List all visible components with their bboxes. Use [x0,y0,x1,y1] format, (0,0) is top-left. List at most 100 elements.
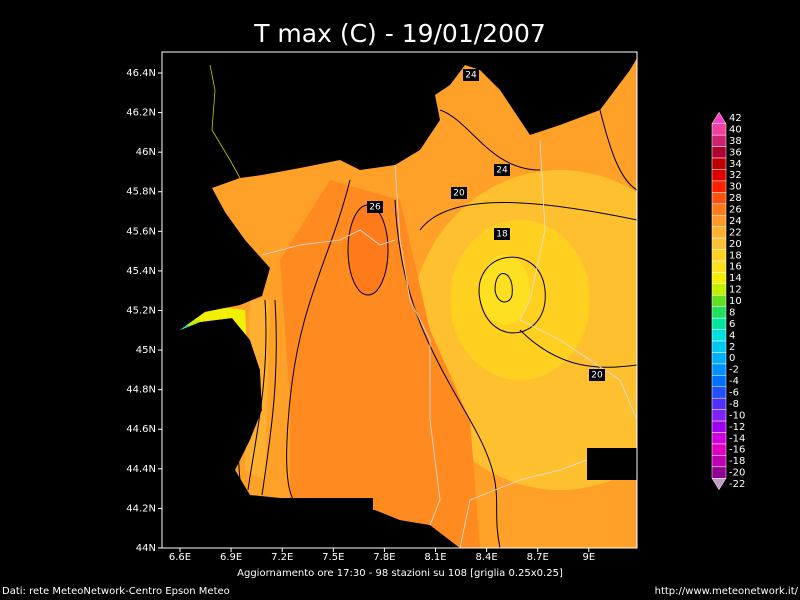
colorbar-cell [711,237,727,250]
colorbar-label: -16 [729,445,745,456]
contour-label: 24 [496,166,508,176]
contour-label-box [494,228,510,240]
x-tick-label: 8.7E [527,552,549,563]
y-tick-label: 44.6N [126,424,156,435]
colorbar-label: 6 [729,319,735,330]
contour-label-box [367,201,383,213]
colorbar-label: -12 [729,422,745,433]
colorbar-label: 22 [729,227,742,238]
y-tick-label: 44N [136,543,156,554]
contour-label-box [589,369,605,381]
title: T max (C) - 19/01/2007 [253,19,546,48]
colorbar-label: 28 [729,193,742,204]
colorbar-cell [711,329,727,342]
colorbar-cell [711,157,727,170]
update-note: Aggiornamento ore 17:30 - 98 stazioni su… [237,568,563,579]
colorbar-label: 34 [729,159,742,170]
colorbar-label: 42 [729,113,742,124]
x-tick-label: 7.2E [271,552,293,563]
colorbar-label: -4 [729,376,739,387]
contour-label-box [494,164,510,176]
colorbar-cell [711,272,727,285]
colorbar-label: -20 [729,468,745,479]
colorbar-label: 4 [729,330,735,341]
colorbar-cell [711,214,727,227]
colorbar-cell [711,352,727,365]
colorbar-cell [711,397,727,410]
colorbar-label: 26 [729,205,742,216]
colorbar-cell [711,203,727,216]
url: http://www.meteonetwork.it/ [655,586,799,597]
colorbar-cell [711,226,727,239]
colorbar-cell [711,306,727,319]
colorbar-label: -8 [729,399,739,410]
contour-label-box [463,69,479,81]
y-tick-label: 45N [136,345,156,356]
y-tick-label: 46.2N [126,108,156,119]
colorbar-label: -18 [729,456,745,467]
colorbar-cell [711,386,727,399]
colorbar-label: 40 [729,124,742,135]
map-frame [161,51,638,549]
colorbar-label: 0 [729,353,735,364]
y-tick-label: 45.6N [126,226,156,237]
colorbar-cell [711,317,727,330]
colorbar-cell [711,443,727,456]
colorbar-label: 30 [729,182,742,193]
colorbar-label: 38 [729,136,742,147]
x-tick-label: 9E [582,552,595,563]
colorbar-label: -2 [729,365,739,376]
colorbar-cell [711,363,727,376]
x-tick-label: 7.8E [373,552,395,563]
colorbar-label: 8 [729,307,735,318]
source-note: Dati: rete MeteoNetwork-Centro Epson Met… [2,586,230,597]
colorbar-label: 24 [729,216,742,227]
x-tick-label: 6.9E [220,552,242,563]
colorbar-cell [711,455,727,468]
y-tick-label: 45.8N [126,187,156,198]
contour-label: 26 [369,203,381,213]
colorbar-label: 16 [729,262,742,273]
colorbar-label: 20 [729,239,742,250]
colorbar-cell [711,192,727,205]
colorbar-cell [711,466,727,479]
colorbar-label: 2 [729,342,735,353]
contour-label: 20 [453,189,465,199]
colorbar-cell [711,180,727,193]
colorbar-label: 36 [729,147,742,158]
y-tick-label: 46N [136,147,156,158]
x-tick-label: 7.5E [322,552,344,563]
x-tick-label: 8.4E [475,552,497,563]
colorbar-cell [711,375,727,388]
colorbar-label: -22 [729,479,745,490]
colorbar-label: 12 [729,285,742,296]
colorbar-cell [711,409,727,422]
colorbar-label: -10 [729,410,745,421]
colorbar-cell [711,134,727,147]
contour-label: 20 [591,371,603,381]
y-tick-label: 46.4N [126,68,156,79]
colorbar-cell [711,340,727,353]
y-tick-label: 44.4N [126,464,156,475]
colorbar-cell [711,420,727,433]
contour-label: 24 [465,71,477,81]
x-tick-label: 8.1E [424,552,446,563]
x-tick-label: 6.6E [169,552,191,563]
colorbar-label: 18 [729,250,742,261]
colorbar-label: -6 [729,388,739,399]
contour-label: 18 [496,230,508,240]
contour-label-box [451,187,467,199]
colorbar-cell [711,169,727,182]
y-tick-label: 44.8N [126,385,156,396]
y-tick-label: 45.4N [126,266,156,277]
colorbar-cell [711,123,727,136]
colorbar-label: -14 [729,433,745,444]
colorbar-cell [711,249,727,262]
colorbar-cell [711,283,727,296]
y-tick-label: 45.2N [126,305,156,316]
colorbar-cell [711,432,727,445]
y-tick-label: 44.2N [126,503,156,514]
colorbar-label: 32 [729,170,742,181]
colorbar-cell [711,295,727,307]
